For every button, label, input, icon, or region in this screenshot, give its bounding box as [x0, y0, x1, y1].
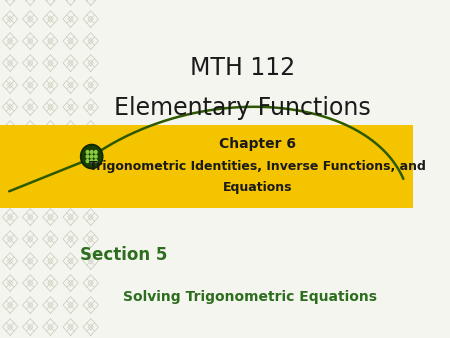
- Circle shape: [94, 154, 98, 159]
- Bar: [0, 125, 413, 208]
- Text: Equations: Equations: [223, 182, 292, 194]
- Text: Solving Trigonometric Equations: Solving Trigonometric Equations: [122, 290, 377, 305]
- Circle shape: [86, 159, 90, 163]
- Text: Chapter 6: Chapter 6: [219, 137, 296, 151]
- Circle shape: [86, 154, 90, 159]
- Circle shape: [81, 145, 103, 169]
- Circle shape: [90, 150, 94, 154]
- Circle shape: [94, 150, 98, 154]
- Text: Elementary Functions: Elementary Functions: [114, 96, 371, 120]
- Text: MTH 112: MTH 112: [190, 55, 295, 80]
- Text: Trigonometric Identities, Inverse Functions, and: Trigonometric Identities, Inverse Functi…: [89, 160, 426, 173]
- Circle shape: [90, 159, 94, 163]
- Circle shape: [90, 154, 94, 159]
- Text: Section 5: Section 5: [80, 246, 167, 264]
- Circle shape: [86, 150, 90, 154]
- Circle shape: [94, 159, 98, 163]
